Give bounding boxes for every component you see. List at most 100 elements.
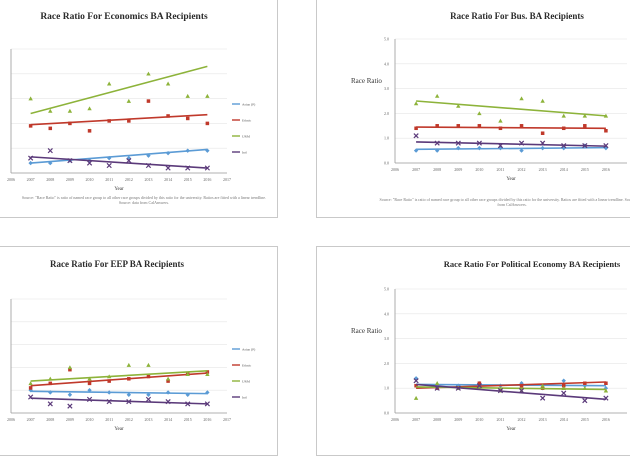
chart-title: Race Ratio For Political Economy BA Reci…	[444, 259, 621, 269]
data-point	[146, 362, 151, 367]
x-tick-label: 2009	[454, 167, 462, 172]
data-point	[106, 374, 112, 379]
data-point	[185, 372, 190, 376]
trendline	[30, 370, 208, 382]
data-point	[166, 379, 170, 383]
series-points	[28, 362, 210, 386]
data-point	[414, 383, 418, 388]
trendline	[30, 113, 208, 126]
x-tick-label: 2011	[497, 417, 505, 422]
source-note: Source: "Race Ratio" is ratio of named r…	[379, 197, 630, 207]
series-points	[28, 148, 210, 171]
chart-svg: Race Ratio For Bus. BA Recipients 0.0 1.0 2…	[351, 11, 630, 207]
data-point	[540, 395, 546, 401]
legend-entry: Ethnic	[242, 118, 252, 122]
source-note: Source: "Race Ratio" is ratio of named r…	[21, 195, 267, 205]
data-point	[583, 381, 587, 385]
x-tick-label: 2007	[27, 417, 35, 422]
data-point	[497, 388, 504, 394]
data-point	[106, 390, 112, 395]
x-tick-label: 2011	[105, 417, 113, 422]
data-point	[67, 157, 73, 164]
series-points	[28, 99, 210, 133]
trendline	[416, 141, 606, 147]
data-point	[106, 155, 112, 161]
legend-entry: Intl	[242, 150, 247, 154]
data-point	[87, 388, 92, 393]
data-point	[434, 140, 440, 146]
data-point	[497, 143, 504, 149]
data-point	[413, 148, 419, 153]
data-point	[455, 385, 461, 391]
trendline	[30, 156, 208, 169]
data-point	[28, 96, 33, 101]
data-point	[28, 381, 33, 386]
data-point	[126, 398, 132, 405]
data-point	[413, 133, 419, 139]
x-tick-label: 2009	[454, 417, 462, 422]
y-tick-label: 5.0	[384, 287, 389, 292]
data-point	[68, 367, 72, 372]
legend-entry: Asian (P)	[242, 102, 256, 106]
data-point	[67, 108, 73, 113]
data-point	[434, 148, 440, 153]
data-point	[146, 374, 151, 379]
y-tick-label: 2.0	[384, 111, 389, 116]
x-tick-label: 2011	[497, 167, 505, 172]
trendline	[416, 146, 606, 151]
data-point	[540, 140, 546, 146]
x-tick-label: 2016	[602, 417, 610, 422]
data-point	[48, 381, 53, 386]
data-point	[435, 124, 439, 128]
data-point	[28, 386, 33, 390]
x-tick-label: 2012	[518, 417, 526, 422]
chart-svg: Race Ratio For Economics BA Recipients 20…	[7, 12, 267, 205]
data-point	[107, 379, 111, 383]
data-point	[603, 395, 609, 401]
data-point	[456, 124, 461, 128]
x-tick-label: 2016	[203, 177, 211, 182]
data-point	[126, 98, 132, 103]
data-point	[165, 390, 171, 395]
x-tick-label: 2008	[433, 167, 441, 172]
data-point	[604, 129, 608, 133]
data-point	[561, 113, 566, 118]
x-tick-label: 2007	[27, 177, 35, 182]
data-point	[146, 99, 151, 103]
series-points	[28, 394, 210, 409]
data-point	[413, 378, 419, 384]
data-point	[455, 140, 461, 146]
data-point	[477, 381, 482, 385]
data-point	[603, 113, 609, 118]
x-tick-label: 2013	[539, 417, 547, 422]
data-point	[48, 108, 53, 113]
data-point	[519, 124, 524, 128]
data-point	[106, 398, 112, 405]
data-point	[561, 390, 567, 396]
data-point	[582, 386, 588, 390]
data-point	[145, 162, 152, 169]
data-point	[126, 362, 132, 367]
data-point	[165, 150, 171, 156]
data-point	[540, 131, 545, 135]
x-tick-label: 2016	[602, 167, 610, 172]
data-point	[518, 140, 525, 146]
data-point	[434, 93, 440, 98]
data-point	[28, 160, 33, 166]
data-point	[561, 378, 566, 383]
data-point	[107, 119, 111, 123]
data-point	[540, 145, 545, 151]
data-point	[434, 385, 440, 391]
series-points	[28, 388, 210, 397]
legend-entry: Ethnic	[242, 363, 252, 367]
data-point	[434, 381, 440, 385]
data-point	[603, 143, 609, 149]
data-point	[204, 165, 210, 171]
data-point	[498, 118, 503, 123]
x-tick-label: 2014	[164, 417, 172, 422]
data-point	[561, 383, 566, 388]
x-tick-label: 2014	[560, 417, 568, 422]
y-tick-label: 0.0	[384, 161, 389, 166]
economics-chart-panel: Race Ratio For Economics BA Recipients 20…	[0, 0, 278, 218]
y-tick-label: 3.0	[384, 336, 389, 341]
